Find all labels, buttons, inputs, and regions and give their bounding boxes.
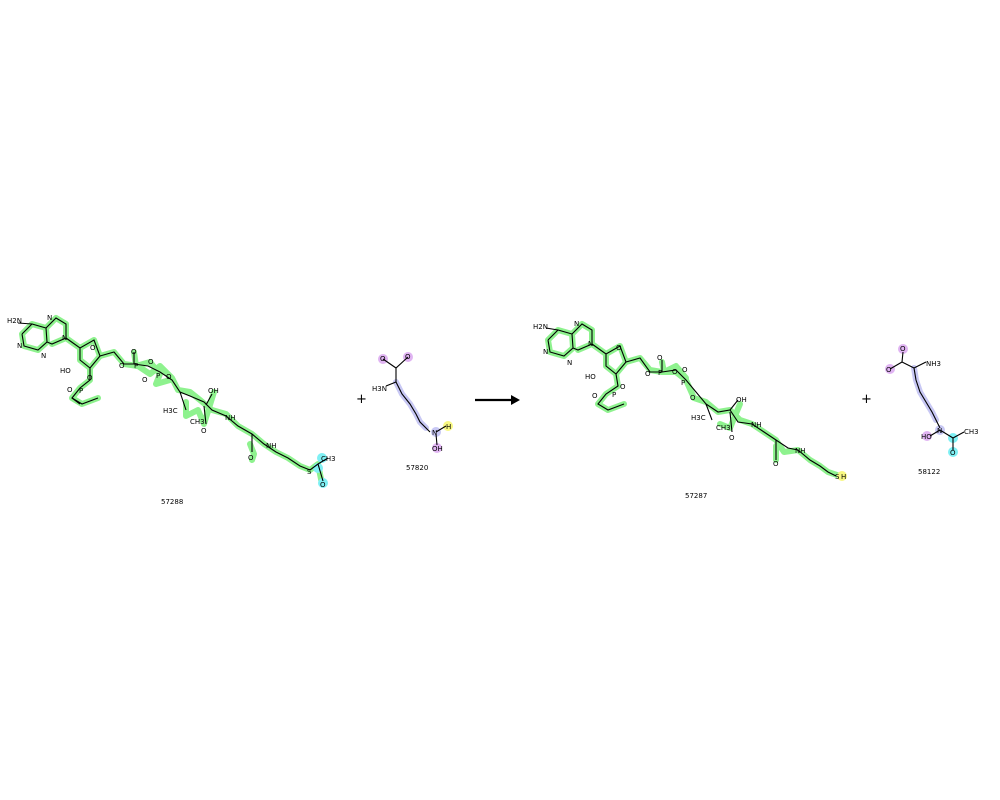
atom-label: CH3 <box>321 455 336 463</box>
atom-label: P <box>79 387 83 395</box>
atom-label: OH <box>208 387 219 395</box>
atom-label: N <box>937 427 942 435</box>
atom-label: O <box>657 354 663 362</box>
atom-label: O <box>201 427 207 435</box>
atom-label: O <box>142 376 148 384</box>
atom-label: N <box>47 314 52 322</box>
atom-label: O <box>148 358 154 366</box>
compound-id: 58122 <box>918 468 940 476</box>
atom-label: HO <box>585 373 596 381</box>
atom-label: H3C <box>163 407 178 415</box>
atom-label: P <box>681 379 685 387</box>
atom-label: H3C <box>691 414 706 422</box>
atom-label: O <box>380 355 386 363</box>
atom-label: O <box>67 386 73 394</box>
atom-label: N <box>17 342 22 350</box>
atom-label: N <box>588 340 593 348</box>
atom-label: O <box>645 370 651 378</box>
atom-label: H2N <box>7 317 22 325</box>
atom-label: O <box>248 454 254 462</box>
atom-label: O <box>682 366 688 374</box>
atom-label: H3N <box>372 385 387 393</box>
atom-label: O <box>773 460 779 468</box>
atom-label: NH <box>266 442 277 450</box>
product-coa: H2N N N N N HO O O O P O P O O O P O OH … <box>533 320 847 500</box>
atom-label: OH <box>736 396 747 404</box>
atom-label: S <box>835 473 840 481</box>
atom-label: O <box>119 362 125 370</box>
atom-label: CH3 <box>190 418 205 426</box>
atom-label: CH3 <box>964 428 979 436</box>
atom-label: O <box>90 344 96 352</box>
atom-label: N <box>41 352 46 360</box>
atom-label: S <box>307 468 312 476</box>
atom-label: HO <box>921 433 932 441</box>
atom-label: NH <box>225 414 236 422</box>
atom-label: O <box>729 434 735 442</box>
atom-label: N <box>543 348 548 356</box>
atom-label: H2N <box>533 323 548 331</box>
atom-label: O <box>405 353 411 361</box>
atom-label: O <box>87 374 93 382</box>
atom-label: NH <box>751 421 762 429</box>
atom-label: N <box>574 320 579 328</box>
reactant-hydroxylysine: O O H3N N H OH 57820 <box>372 352 453 472</box>
atom-label: N <box>62 334 67 342</box>
atom-label: O <box>592 392 598 400</box>
atom-label: O <box>690 394 696 402</box>
compound-id: 57820 <box>406 464 428 472</box>
atom-label: OH <box>432 445 443 453</box>
atom-label: NH3 <box>926 360 941 368</box>
atom-label: O <box>620 383 626 391</box>
atom-label: O <box>672 368 678 376</box>
atom-label: HO <box>60 367 71 375</box>
plus-sign: + <box>356 392 367 407</box>
atom-label: P <box>658 369 662 377</box>
product-acetylhydroxylysine: O O NH3 N HO CH3 O 58122 <box>885 344 979 476</box>
reactant-acetyl-coa: H2N N N N N HO O O O P O P O O O P O OH … <box>7 314 336 506</box>
atom-label: O <box>320 481 326 489</box>
atom-label: NH <box>795 447 806 455</box>
compound-id: 57288 <box>161 498 183 506</box>
atom-label: P <box>612 391 616 399</box>
atom-label: P <box>156 372 160 380</box>
atom-label: O <box>166 373 172 381</box>
atom-label: N <box>567 359 572 367</box>
atom-label: O <box>131 348 137 356</box>
atom-label: O <box>886 366 892 374</box>
atom-label: O <box>950 449 956 457</box>
compound-id: 57287 <box>685 492 707 500</box>
atom-label: P <box>134 362 138 370</box>
reaction-arrow <box>475 395 520 405</box>
atom-label: O <box>900 345 906 353</box>
atom-label: N <box>432 429 437 437</box>
atom-label: CH3 <box>716 424 731 432</box>
atom-label: H <box>841 473 846 481</box>
atom-label: H <box>446 423 451 431</box>
atom-label: O <box>616 344 622 352</box>
plus-sign: + <box>861 392 872 407</box>
